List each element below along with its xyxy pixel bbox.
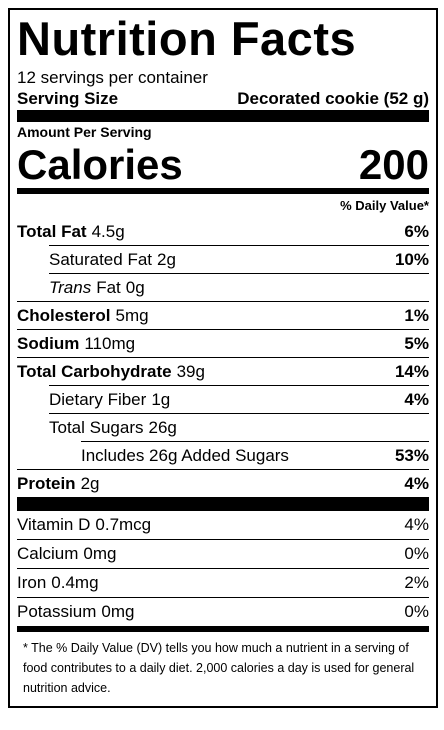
calories-value: 200 bbox=[358, 141, 429, 188]
serving-size-value: Decorated cookie (52 g) bbox=[237, 89, 429, 108]
nutrient-amount: 110mg bbox=[84, 333, 136, 353]
nutrient-label: Total Fat 4.5g bbox=[17, 222, 125, 242]
footnote: * The % Daily Value (DV) tells you how m… bbox=[23, 641, 415, 695]
vitamin-dv: 2% bbox=[404, 573, 429, 592]
nutrient-row: Trans Fat 0g bbox=[49, 273, 429, 301]
nutrient-dv: 53% bbox=[394, 445, 429, 465]
vitamin-label: Vitamin D 0.7mcg bbox=[17, 515, 151, 535]
vitamin-dv: 0% bbox=[404, 602, 429, 621]
nutrient-label: Dietary Fiber 1g bbox=[49, 390, 170, 410]
serving-size-row: Serving Size Decorated cookie (52 g) bbox=[17, 88, 429, 110]
vitamin-dv: 0% bbox=[404, 544, 429, 563]
nutrient-label: Protein 2g bbox=[17, 474, 99, 494]
nutrient-row: Total Sugars 26g bbox=[49, 413, 429, 441]
nutrient-row: Sodium 110mg 5% bbox=[17, 329, 429, 357]
divider bbox=[17, 110, 429, 122]
vitamin-name: Iron bbox=[17, 573, 47, 592]
nutrient-dv: 14% bbox=[394, 361, 429, 381]
nutrient-row: Total Carbohydrate 39g 14% bbox=[17, 357, 429, 385]
calories-label: Calories bbox=[17, 141, 183, 188]
nutrient-amount: 5mg bbox=[115, 305, 149, 325]
nutrient-amount: 1g bbox=[151, 389, 171, 409]
nutrient-name: Cholesterol bbox=[17, 305, 111, 325]
nutrient-name: Sodium bbox=[17, 333, 80, 353]
nutrient-row: Cholesterol 5mg 1% bbox=[17, 301, 429, 329]
nutrient-amount: 2g bbox=[157, 249, 176, 269]
vitamin-row: Potassium 0mg 0% bbox=[17, 597, 429, 626]
nutrient-name: Protein bbox=[17, 473, 76, 493]
vitamin-row: Iron 0.4mg 2% bbox=[17, 568, 429, 597]
nutrient-dv: 6% bbox=[404, 221, 429, 241]
vitamin-name: Calcium bbox=[17, 544, 79, 563]
vitamin-label: Calcium 0mg bbox=[17, 544, 116, 564]
nutrient-name: Includes 26g Added Sugars bbox=[81, 445, 289, 465]
nutrient-amount: 0g bbox=[125, 277, 145, 297]
serving-size-label: Serving Size bbox=[17, 89, 119, 108]
divider bbox=[17, 188, 429, 194]
nutrient-label: Includes 26g Added Sugars bbox=[81, 446, 289, 466]
divider bbox=[17, 497, 429, 511]
nutrient-amount: 39g bbox=[176, 361, 205, 381]
vitamin-amount: 0mg bbox=[83, 544, 117, 563]
vitamin-label: Iron 0.4mg bbox=[17, 573, 99, 593]
nutrient-label: Total Carbohydrate 39g bbox=[17, 362, 205, 382]
nutrient-dv: 4% bbox=[404, 389, 429, 409]
nutrient-label: Trans Fat 0g bbox=[49, 278, 145, 298]
nutrient-row: Saturated Fat 2g 10% bbox=[49, 245, 429, 273]
nutrient-dv: 4% bbox=[404, 473, 429, 493]
nutrient-name: Total Sugars bbox=[49, 417, 144, 437]
nutrient-list: Total Fat 4.5g 6% Saturated Fat 2g 10% Trans Fa… bbox=[17, 218, 429, 497]
nutrient-name: Dietary Fiber bbox=[49, 389, 147, 409]
nutrient-dv: 5% bbox=[404, 333, 429, 353]
nutrient-name: Total Fat bbox=[17, 221, 87, 241]
nutrient-prefix: Trans bbox=[49, 277, 92, 297]
vitamin-amount: 0.7mcg bbox=[95, 515, 152, 534]
nutrient-label: Cholesterol 5mg bbox=[17, 306, 149, 326]
vitamin-label: Potassium 0mg bbox=[17, 602, 134, 622]
nutrient-dv: 10% bbox=[394, 249, 429, 269]
nutrient-row: Includes 26g Added Sugars 53% bbox=[81, 441, 429, 469]
vitamin-amount: 0mg bbox=[101, 602, 135, 621]
nutrient-amount: 2g bbox=[80, 473, 100, 493]
vitamin-amount: 0.4mg bbox=[51, 573, 99, 592]
servings: 12 servings per container bbox=[17, 68, 208, 87]
nutrient-label: Total Sugars 26g bbox=[49, 418, 177, 438]
vitamin-name: Vitamin D bbox=[17, 515, 91, 534]
nutrient-amount: 4.5g bbox=[91, 221, 125, 241]
nutrient-label: Saturated Fat 2g bbox=[49, 250, 176, 270]
nutrient-row: Total Fat 4.5g 6% bbox=[17, 218, 429, 245]
divider bbox=[17, 626, 429, 632]
nutrient-name: Saturated Fat bbox=[49, 249, 153, 269]
vitamin-dv: 4% bbox=[404, 515, 429, 534]
nutrient-name: Total Carbohydrate bbox=[17, 361, 172, 381]
vitamin-row: Vitamin D 0.7mcg 4% bbox=[17, 511, 429, 539]
title: Nutrition Facts bbox=[17, 12, 357, 65]
amount-per-serving: Amount Per Serving bbox=[17, 124, 152, 140]
dv-header: % Daily Value* bbox=[340, 198, 429, 213]
nutrition-label: Nutrition Facts 12 servings per containe… bbox=[8, 8, 438, 708]
nutrient-row: Dietary Fiber 1g 4% bbox=[49, 385, 429, 413]
vitamin-row: Calcium 0mg 0% bbox=[17, 539, 429, 568]
nutrient-dv: 1% bbox=[404, 305, 429, 325]
vitamin-name: Potassium bbox=[17, 602, 97, 621]
nutrient-label: Sodium 110mg bbox=[17, 334, 135, 354]
calories-row: Calories 200 bbox=[17, 142, 429, 188]
nutrient-row: Protein 2g 4% bbox=[17, 469, 429, 497]
nutrient-amount: 26g bbox=[148, 417, 177, 437]
nutrient-name: Fat bbox=[96, 277, 121, 297]
vitamin-list: Vitamin D 0.7mcg 4% Calcium 0mg 0% Iron 0.4mg 2%… bbox=[17, 511, 429, 626]
